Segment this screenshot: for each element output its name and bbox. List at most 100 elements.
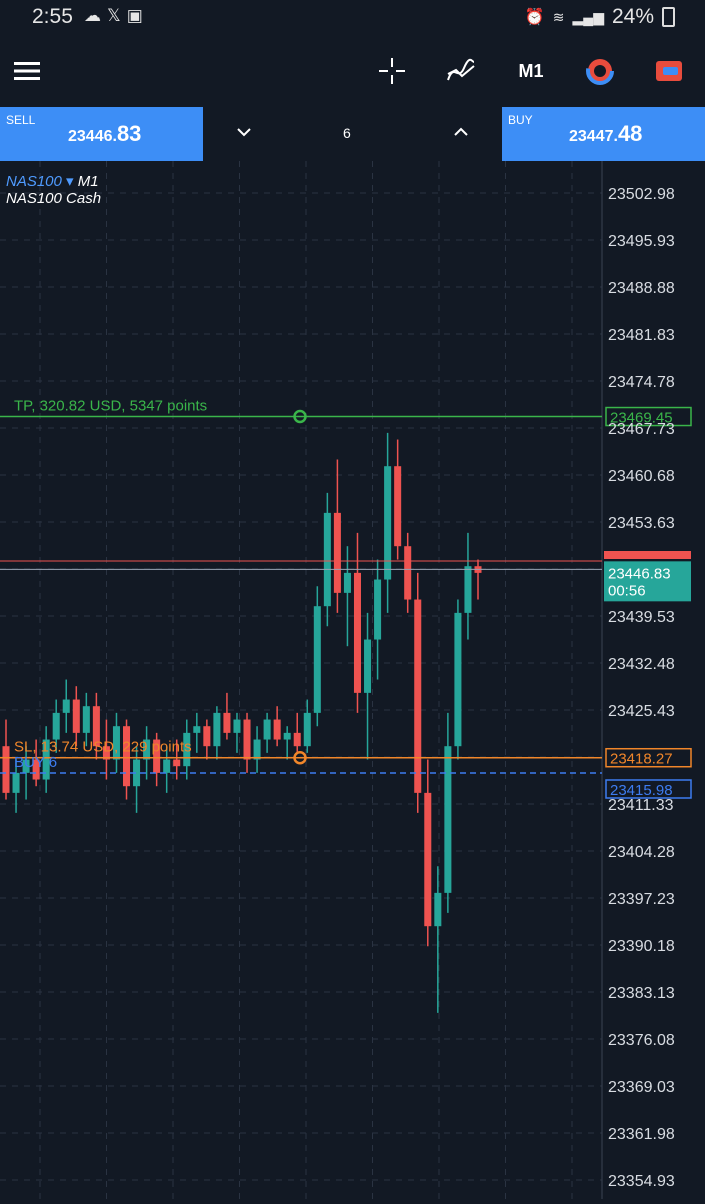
candle-body bbox=[374, 579, 382, 640]
candle-body bbox=[444, 746, 452, 893]
decrease-lots-button[interactable] bbox=[229, 121, 259, 149]
symbol-info: NAS100 ▾ M1 NAS100 Cash bbox=[6, 173, 102, 207]
candle-body bbox=[243, 719, 251, 760]
candle-body bbox=[203, 726, 211, 747]
price-axis-label: 23397.23 bbox=[608, 891, 675, 908]
battery-icon bbox=[662, 7, 675, 27]
candle-body bbox=[353, 572, 362, 693]
status-app-icons: ☁𝕏▣ bbox=[84, 6, 149, 26]
sync-icon: ☁ bbox=[84, 6, 107, 25]
crosshair-icon[interactable] bbox=[378, 54, 406, 88]
price-axis-label: 23411.33 bbox=[608, 797, 674, 814]
candle-body bbox=[163, 759, 171, 773]
price-axis-label: 23361.98 bbox=[608, 1126, 675, 1143]
indicators-icon[interactable] bbox=[446, 54, 476, 88]
candle-body bbox=[52, 712, 60, 740]
candle-body bbox=[303, 712, 311, 747]
symbol-description: NAS100 Cash bbox=[6, 190, 102, 207]
candle-body bbox=[323, 512, 331, 607]
trade-levels[interactable]: TP, 320.82 USD, 5347 points 23446.8300:56… bbox=[0, 398, 692, 799]
entry-price-tag-box bbox=[605, 779, 692, 799]
candle-body bbox=[333, 512, 341, 593]
wifi-icon: ≋ bbox=[552, 8, 565, 25]
candle-body bbox=[313, 606, 321, 713]
candle-body bbox=[414, 599, 422, 793]
price-axis-label: 23453.63 bbox=[608, 515, 675, 532]
price-axis-label: 23502.98 bbox=[608, 186, 675, 203]
candle-body bbox=[133, 759, 141, 787]
price-axis-label: 23383.13 bbox=[608, 985, 675, 1002]
candle-body bbox=[153, 739, 161, 773]
price-axis-label: 23390.18 bbox=[608, 938, 675, 955]
battery-percent: 24% bbox=[611, 5, 654, 28]
buy-price: 23447.48 bbox=[569, 121, 643, 146]
trade-icon[interactable] bbox=[654, 54, 684, 88]
bar-timer: 00:56 bbox=[608, 582, 646, 599]
candle-body bbox=[22, 759, 30, 773]
candle-body bbox=[364, 639, 372, 693]
bid-price-tag: 23446.83 bbox=[608, 565, 671, 582]
tradingview-icon[interactable] bbox=[585, 54, 615, 88]
alarm-icon: ⏰ bbox=[524, 9, 545, 26]
candle-body bbox=[343, 572, 351, 593]
candle-body bbox=[434, 892, 442, 927]
candle-body bbox=[384, 466, 392, 580]
buy-button[interactable]: BUY 23447.48 bbox=[502, 107, 705, 161]
chart-grid bbox=[0, 161, 603, 1199]
candle-body bbox=[293, 732, 301, 747]
lot-size[interactable]: 6 bbox=[343, 125, 351, 141]
tp-label: TP, 320.82 USD, 5347 points bbox=[14, 398, 207, 415]
sl-price-tag-box bbox=[605, 747, 692, 768]
timeframe-button[interactable]: M1 bbox=[518, 60, 544, 81]
price-axis-label: 23376.08 bbox=[608, 1032, 675, 1049]
chart-canvas[interactable]: TP, 320.82 USD, 5347 points 23446.8300:56… bbox=[0, 161, 705, 1199]
tp-price-tag-box bbox=[605, 406, 692, 427]
candle-body bbox=[394, 466, 402, 547]
candle-body bbox=[253, 739, 261, 760]
candle-body bbox=[454, 612, 462, 747]
sell-label: SELL bbox=[6, 113, 36, 127]
price-axis-label: 23495.93 bbox=[608, 233, 675, 250]
bid-tag-box bbox=[604, 561, 691, 602]
sl-price-tag: 23418.27 bbox=[610, 751, 673, 768]
increase-lots-button[interactable] bbox=[446, 121, 476, 149]
sell-button[interactable]: SELL 23446.83 bbox=[0, 107, 203, 161]
toolbar: M1 bbox=[0, 34, 705, 106]
candle-body bbox=[173, 759, 181, 767]
price-axis-label: 23474.78 bbox=[608, 374, 675, 391]
lot-control: 6 bbox=[203, 107, 502, 161]
ask-tag bbox=[604, 551, 691, 559]
price-axis-label: 23425.43 bbox=[608, 703, 675, 720]
candle-body bbox=[404, 546, 412, 600]
price-axis-label: 23369.03 bbox=[608, 1079, 675, 1096]
price-axis-label: 23467.73 bbox=[608, 421, 675, 438]
image-icon: ▣ bbox=[126, 6, 149, 25]
symbol-timeframe: M1 bbox=[77, 173, 99, 190]
price-axis-label: 23439.53 bbox=[608, 609, 675, 626]
signal-icon: ▂▄▆ bbox=[572, 8, 604, 25]
candle-body bbox=[183, 732, 191, 767]
one-click-trading-panel: SELL 23446.83 6 BUY 23447.48 bbox=[0, 107, 705, 161]
candle-body bbox=[283, 732, 291, 740]
price-axis: 23502.98 23495.93 23488.88 23481.83 23474.78… bbox=[608, 186, 675, 1190]
candle-body bbox=[273, 719, 281, 740]
candle-body bbox=[62, 699, 70, 713]
price-axis-label: 23460.68 bbox=[608, 468, 675, 485]
candlesticks bbox=[2, 432, 482, 1013]
candle-body bbox=[122, 726, 131, 787]
symbol-ticker[interactable]: NAS100 bbox=[6, 173, 62, 190]
candle-body bbox=[112, 726, 120, 760]
candle-body bbox=[464, 566, 472, 613]
candle-body bbox=[143, 739, 151, 760]
candle-body bbox=[42, 739, 50, 780]
menu-icon[interactable] bbox=[14, 54, 40, 88]
price-chart[interactable]: TP, 320.82 USD, 5347 points 23446.83 00:56… bbox=[0, 161, 705, 1199]
status-time: 2:55 bbox=[32, 5, 73, 28]
entry-price-tag: 23415.98 bbox=[610, 782, 673, 799]
candle-body bbox=[92, 706, 100, 747]
candle-body bbox=[2, 746, 10, 793]
candle-body bbox=[102, 746, 110, 760]
price-axis-label: 23404.28 bbox=[608, 844, 675, 861]
sl-label: SL, 13.74 USD, 229 points bbox=[14, 739, 192, 756]
buy-label: BUY bbox=[508, 113, 533, 127]
